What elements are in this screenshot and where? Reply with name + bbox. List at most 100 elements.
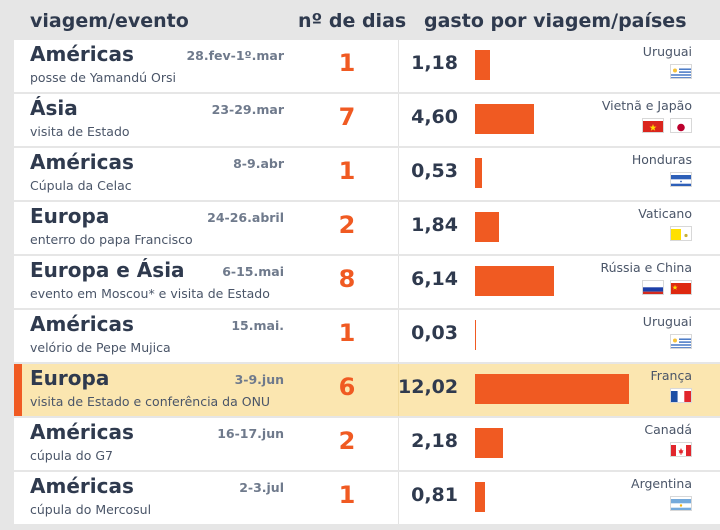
region-label: Américas (30, 312, 134, 336)
spend-bar (475, 320, 476, 350)
column-separator (398, 418, 399, 470)
column-separator (398, 364, 399, 416)
table-header: viagem/evento nº de dias gasto por viage… (0, 0, 720, 40)
spend-bar (475, 374, 629, 404)
country-label: França (650, 368, 692, 383)
japan-flag-icon (670, 118, 692, 133)
event-label: velório de Pepe Mujica (30, 340, 171, 355)
table-row: Américas 16-17.jun cúpula do G7 2 2,18 C… (14, 418, 720, 470)
country-label: Canadá (644, 422, 692, 437)
date-label: 28.fev-1º.mar (186, 48, 284, 63)
france-flag-icon (670, 388, 692, 403)
spend-value: 12,02 (398, 376, 459, 398)
spend-value: 0,81 (411, 484, 458, 506)
date-label: 3-9.jun (234, 372, 284, 387)
flags-group (670, 442, 692, 457)
column-separator (398, 202, 399, 254)
spend-bar (475, 266, 554, 296)
days-value: 8 (338, 265, 356, 293)
event-label: visita de Estado e conferência da ONU (30, 394, 271, 409)
spend-value: 2,18 (411, 430, 458, 452)
days-value: 1 (338, 481, 356, 509)
country-label: Vietnã e Japão (601, 98, 692, 113)
date-label: 2-3.jul (239, 480, 284, 495)
country-label: Honduras (631, 152, 692, 167)
date-label: 24-26.abril (207, 210, 284, 225)
flags-group (670, 388, 692, 403)
flags-group (642, 118, 692, 133)
flags-group (670, 226, 692, 241)
table-row: Américas 28.fev-1º.mar posse de Yamandú … (14, 40, 720, 92)
flags-group (670, 334, 692, 349)
region-label: Europa (30, 366, 110, 390)
russia-flag-icon (642, 280, 664, 295)
region-label: Américas (30, 150, 134, 174)
country-label: Uruguai (642, 44, 692, 59)
date-label: 16-17.jun (217, 426, 284, 441)
table-row: Américas 8-9.abr Cúpula da Celac 1 0,53 … (14, 148, 720, 200)
spend-bar (475, 428, 503, 458)
argentina-flag-icon (670, 496, 692, 511)
event-label: cúpula do Mercosul (30, 502, 152, 517)
days-value: 7 (338, 103, 356, 131)
column-separator (398, 256, 399, 308)
event-label: cúpula do G7 (30, 448, 113, 463)
region-label: Américas (30, 42, 134, 66)
days-value: 2 (338, 211, 356, 239)
event-label: evento em Moscou* e visita de Estado (30, 286, 270, 301)
column-separator (398, 310, 399, 362)
vietnam-flag-icon (642, 118, 664, 133)
spend-value: 6,14 (411, 268, 458, 290)
country-label: Vaticano (638, 206, 692, 221)
spend-bar (475, 50, 491, 80)
region-label: Américas (30, 420, 134, 444)
header-days: nº de dias (298, 10, 407, 32)
country-label: Argentina (631, 476, 692, 491)
spend-bar (475, 212, 499, 242)
honduras-flag-icon (670, 172, 692, 187)
region-label: Ásia (30, 96, 78, 120)
uruguay-flag-icon (670, 334, 692, 349)
date-label: 6-15.mai (222, 264, 284, 279)
column-separator (398, 148, 399, 200)
spend-bar (475, 482, 486, 512)
days-value: 6 (338, 373, 356, 401)
table-row: Américas 2-3.jul cúpula do Mercosul 1 0,… (14, 472, 720, 524)
region-label: Europa e Ásia (30, 258, 185, 282)
spend-value: 1,84 (411, 214, 458, 236)
flags-group (670, 172, 692, 187)
event-label: enterro do papa Francisco (30, 232, 193, 247)
vatican-flag-icon (670, 226, 692, 241)
region-label: Europa (30, 204, 110, 228)
date-label: 8-9.abr (233, 156, 284, 171)
days-value: 1 (338, 157, 356, 185)
country-label: Uruguai (642, 314, 692, 329)
date-label: 23-29.mar (211, 102, 284, 117)
event-label: Cúpula da Celac (30, 178, 132, 193)
table-row: Ásia 23-29.mar visita de Estado 7 4,60 V… (14, 94, 720, 146)
spend-bar (475, 104, 534, 134)
event-label: visita de Estado (30, 124, 130, 139)
flags-group (670, 496, 692, 511)
spend-value: 4,60 (411, 106, 458, 128)
flags-group (642, 280, 692, 295)
event-label: posse de Yamandú Orsi (30, 70, 176, 85)
country-label: Rússia e China (600, 260, 692, 275)
canada-flag-icon (670, 442, 692, 457)
days-value: 2 (338, 427, 356, 455)
spend-value: 0,53 (411, 160, 458, 182)
table-row: Europa 3-9.jun visita de Estado e confer… (14, 364, 720, 416)
table-row: Américas 15.mai. velório de Pepe Mujica … (14, 310, 720, 362)
flags-group (670, 64, 692, 79)
column-separator (398, 94, 399, 146)
table-row: Europa e Ásia 6-15.mai evento em Moscou*… (14, 256, 720, 308)
days-value: 1 (338, 49, 356, 77)
table-row: Europa 24-26.abril enterro do papa Franc… (14, 202, 720, 254)
header-spend: gasto por viagem/países (424, 10, 687, 32)
column-separator (398, 472, 399, 524)
column-separator (398, 40, 399, 92)
days-value: 1 (338, 319, 356, 347)
region-label: Américas (30, 474, 134, 498)
header-trip: viagem/evento (30, 10, 189, 32)
spend-value: 0,03 (411, 322, 458, 344)
